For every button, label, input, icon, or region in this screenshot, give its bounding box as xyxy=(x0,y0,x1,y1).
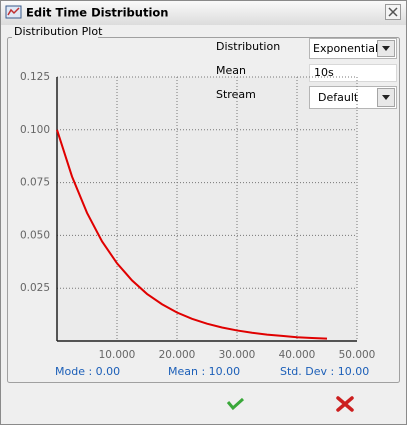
line-series xyxy=(56,129,328,340)
y-tick-label: 0.075 xyxy=(20,177,50,189)
stat-std-dev: Std. Dev : 10.00 xyxy=(280,365,369,378)
close-button[interactable] xyxy=(385,4,401,20)
app-icon xyxy=(5,5,22,19)
y-tick-label: 0.100 xyxy=(20,124,50,136)
field-label: Stream xyxy=(216,88,256,101)
mean-input[interactable] xyxy=(309,64,397,82)
field-label: Distribution xyxy=(216,40,280,53)
field-label: Mean xyxy=(216,64,246,77)
distribution-dropdown[interactable] xyxy=(309,38,397,59)
y-tick-label: 0.025 xyxy=(20,282,50,294)
x-tick-label: 10.000 xyxy=(99,349,136,361)
group-title: Distribution Plot xyxy=(14,25,103,38)
cancel-button[interactable] xyxy=(332,394,358,414)
window-title: Edit Time Distribution xyxy=(26,6,169,20)
dropdown-value: Exponential xyxy=(313,42,378,55)
title-bar xyxy=(1,1,406,25)
y-tick-label: 0.125 xyxy=(20,71,50,83)
x-tick-label: 30.000 xyxy=(219,349,256,361)
x-tick-label: 40.000 xyxy=(279,349,316,361)
x-tick-label: 50.000 xyxy=(339,349,376,361)
input-value: 10s xyxy=(314,66,334,79)
group-title-bg xyxy=(12,26,98,38)
x-tick-label: 20.000 xyxy=(159,349,196,361)
stream-dropdown[interactable] xyxy=(309,86,397,109)
ok-button[interactable] xyxy=(222,394,248,414)
dropdown-value: Default xyxy=(318,91,359,104)
group-box xyxy=(7,37,400,383)
stat-mean: Mean : 10.00 xyxy=(168,365,240,378)
plot-area xyxy=(57,77,357,341)
y-tick-label: 0.050 xyxy=(20,229,50,241)
stat-mode: Mode : 0.00 xyxy=(55,365,120,378)
